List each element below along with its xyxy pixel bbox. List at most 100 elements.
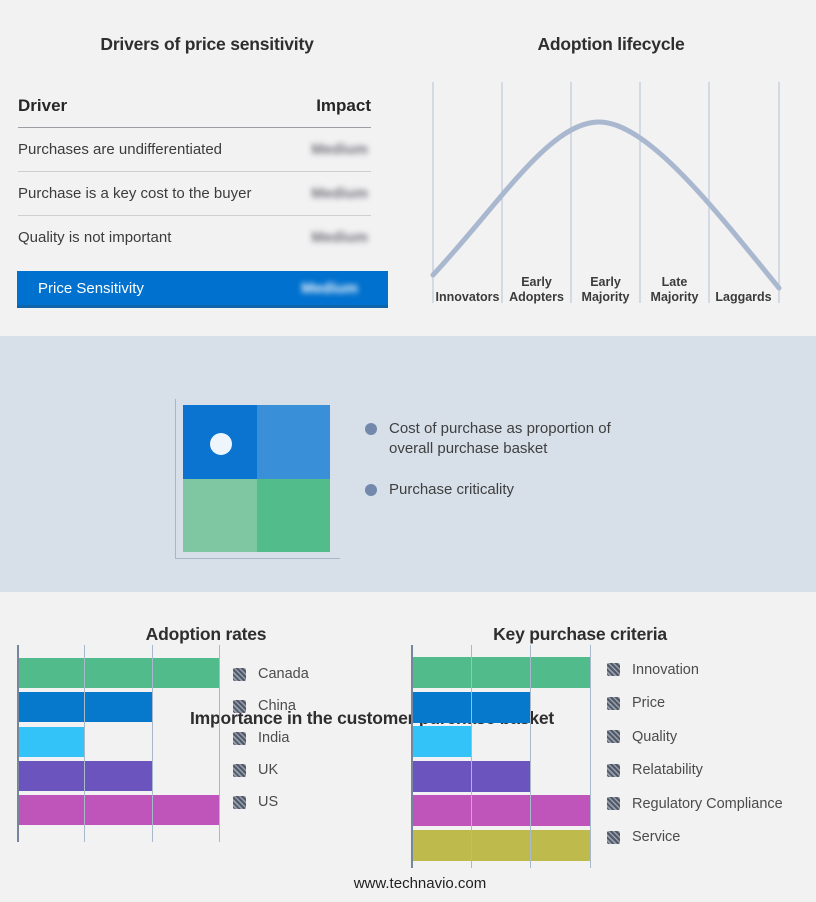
stage-label-top-line	[709, 275, 779, 290]
legend-label: Canada	[258, 666, 309, 682]
bullet-text: Purchase criticality	[389, 481, 515, 498]
legend-item: Canada	[233, 658, 309, 690]
bar-india	[18, 726, 86, 757]
basket-bullet-item: Purchase criticality	[365, 480, 645, 500]
website-url: www.technavio.com	[353, 875, 487, 892]
stage-label-top-line: Early	[521, 275, 552, 289]
lifecycle-chart: Innovators Early Adopters Early Majority Late…	[425, 75, 785, 307]
legend-swatch-icon	[607, 830, 620, 844]
legend-swatch-icon	[233, 795, 246, 809]
key-purchase-criteria-legend: Innovation Price Quality Relatability Regula…	[607, 653, 783, 854]
lifecycle-curve	[430, 119, 782, 291]
drivers-table-row: Purchases are undifferentiated Medium	[18, 128, 371, 172]
quadrant-cell-bottom-right	[256, 478, 330, 552]
drivers-table-row: Purchase is a key cost to the buyer Mediu…	[18, 172, 371, 216]
legend-swatch-icon	[607, 730, 620, 744]
chart-y-axis	[411, 645, 413, 868]
lifecycle-stage-label: Laggards	[709, 275, 779, 305]
lifecycle-title: Adoption lifecycle	[537, 33, 685, 54]
price-sensitivity-impact-value: Medium	[301, 279, 358, 297]
quadrant-cell-top-left	[183, 405, 257, 479]
lifecycle-stage-label: Innovators	[433, 275, 503, 305]
quadrant-cell-top-right	[256, 405, 330, 479]
legend-item: Innovation	[607, 653, 783, 687]
basket-bullet-item: Cost of purchase as proportion of overal…	[365, 419, 645, 459]
chart-y-axis	[17, 645, 19, 842]
impact-cell: Medium	[311, 141, 368, 158]
bar-service	[412, 829, 591, 861]
legend-label: Relatability	[632, 762, 703, 779]
legend-swatch-icon	[233, 763, 246, 777]
lifecycle-curve-canvas	[430, 82, 782, 303]
driver-cell: Purchase is a key cost to the buyer	[18, 185, 252, 202]
quadrant-x-axis	[175, 558, 340, 559]
stage-label-top-line: Late	[661, 275, 688, 289]
chart-gridline	[590, 645, 591, 868]
stage-label-bottom-line: Adopters	[509, 290, 564, 304]
bullet-dot-icon	[365, 423, 377, 435]
legend-item: India	[233, 722, 309, 754]
stage-label-bottom-line: Innovators	[435, 290, 500, 304]
adoption-rates-title: Adoption rates	[145, 623, 267, 644]
bar-us	[18, 795, 220, 826]
key-purchase-criteria-title: Key purchase criteria	[493, 623, 667, 644]
impact-cell: Medium	[311, 185, 368, 202]
legend-swatch-icon	[607, 663, 620, 677]
legend-swatch-icon	[233, 667, 246, 681]
legend-item: Relatability	[607, 754, 783, 788]
chart-gridline	[470, 645, 472, 868]
legend-label: Quality	[632, 728, 678, 745]
legend-swatch-icon	[607, 797, 620, 811]
legend-label: US	[258, 794, 279, 810]
legend-item: Regulatory Compliance	[607, 787, 783, 821]
bar-relatability	[412, 760, 532, 792]
bar-china	[18, 692, 153, 723]
bar-quality	[412, 726, 472, 757]
adoption-rates-legend: Canada China India UK US	[233, 658, 309, 818]
drivers-table-header: Driver Impact	[18, 96, 371, 128]
chart-gridline	[84, 645, 86, 842]
chart-gridline	[219, 645, 220, 842]
legend-swatch-icon	[607, 696, 620, 710]
stage-label-top-line: Early	[590, 275, 621, 289]
legend-label: Service	[632, 829, 681, 846]
bullet-text: Cost of purchase as proportion of overal…	[389, 420, 611, 457]
driver-cell: Quality is not important	[18, 229, 172, 246]
stage-label-bottom-line: Majority	[581, 290, 630, 304]
chart-gridline	[530, 645, 532, 868]
legend-swatch-icon	[233, 731, 246, 745]
legend-item: US	[233, 786, 309, 818]
legend-label: UK	[258, 762, 279, 778]
legend-label: China	[258, 698, 296, 714]
purchase-basket-quadrant	[183, 405, 330, 552]
legend-item: Service	[607, 821, 783, 855]
legend-swatch-icon	[607, 763, 620, 777]
quadrant-marker-dot	[210, 433, 232, 455]
bar-innovation	[412, 657, 591, 688]
bar-regulatory-compliance	[412, 795, 591, 826]
legend-label: Price	[632, 695, 666, 712]
drivers-table-rows: Purchases are undifferentiated Medium Purc…	[18, 128, 371, 259]
bar-canada	[18, 658, 220, 688]
legend-swatch-icon	[233, 699, 246, 713]
basket-bullet-list: Cost of purchase as proportion of overal…	[365, 419, 645, 521]
basket-band: Importance in the customer purchase bask…	[0, 336, 816, 728]
price-sensitivity-label: Price Sensitivity	[38, 279, 144, 297]
lifecycle-stage-label: Late Majority	[640, 275, 710, 305]
lifecycle-stage-label: Early Adopters	[502, 275, 572, 305]
chart-gridline	[151, 645, 153, 842]
impact-cell: Medium	[311, 229, 368, 246]
driver-column-header: Driver	[18, 96, 68, 115]
legend-item: China	[233, 690, 309, 722]
legend-label: India	[258, 730, 290, 746]
drivers-title: Drivers of price sensitivity	[100, 33, 314, 54]
legend-label: Innovation	[632, 661, 699, 678]
adoption-rates-plot	[17, 645, 220, 842]
stage-label-bottom-line: Laggards	[715, 290, 772, 304]
bar-uk	[18, 760, 153, 791]
legend-item: Price	[607, 687, 783, 721]
driver-cell: Purchases are undifferentiated	[18, 141, 223, 158]
key-purchase-criteria-plot	[411, 645, 591, 868]
bullet-dot-icon	[365, 484, 377, 496]
